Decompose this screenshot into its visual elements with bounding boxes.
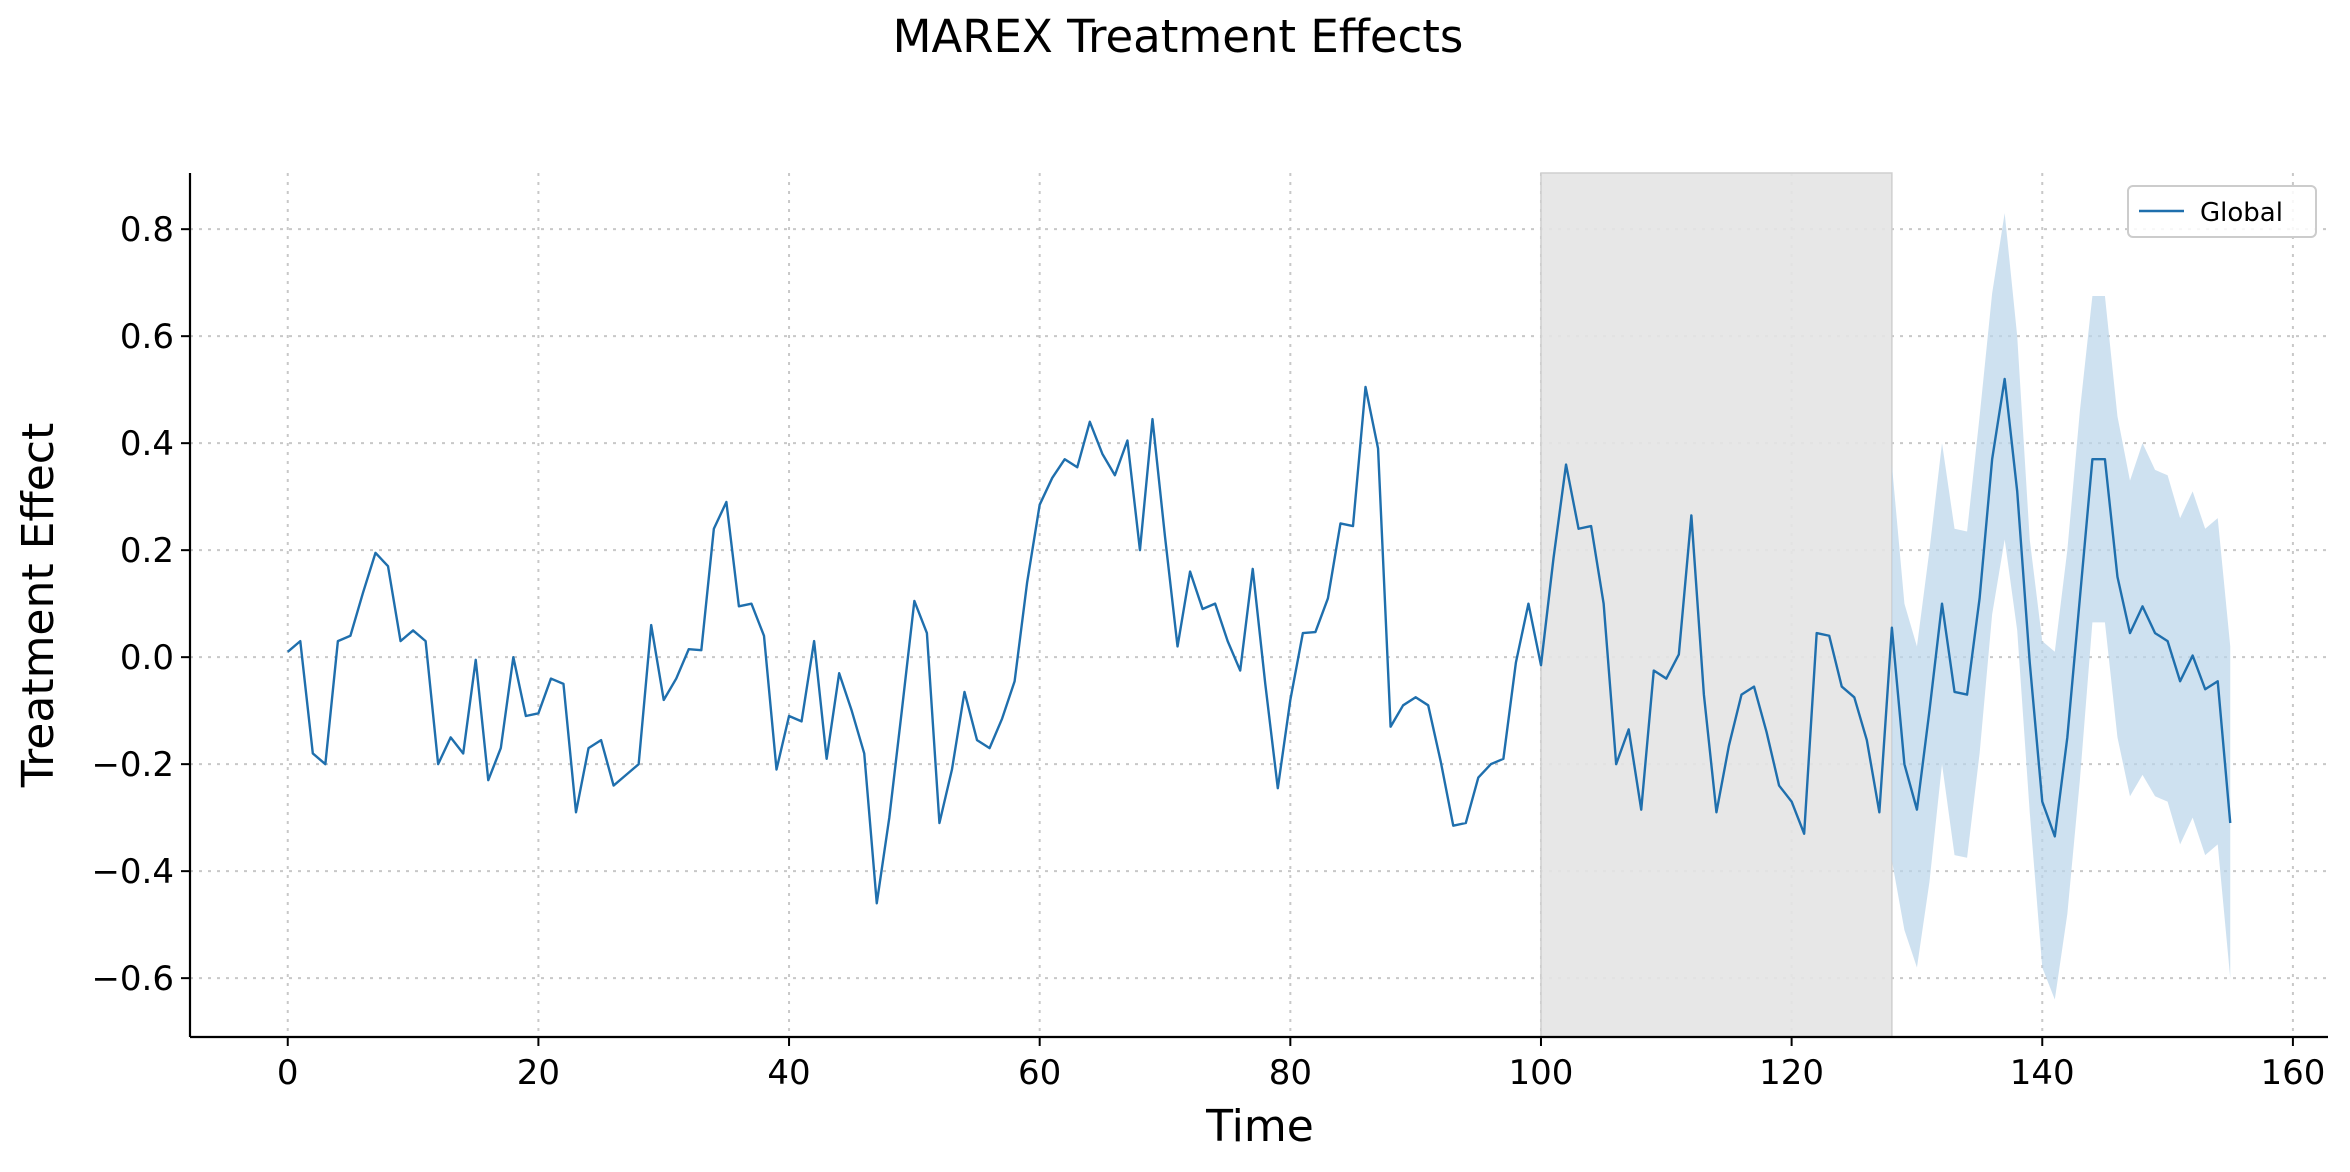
x-tick-label-0: 0 [277,1053,299,1093]
legend-box [2127,185,2317,238]
x-ticks: 0 20 40 60 80 100 120 140 160 [277,1037,2325,1093]
y-tick-label-0.8: 0.8 [120,210,174,250]
x-tick-label-80: 80 [1269,1053,1312,1093]
x-axis-title: Time [1205,1101,1314,1152]
y-axis-title: Treatment Effect [13,423,64,789]
x-tick-label-160: 160 [2260,1053,2325,1093]
y-tick-label--0.2: −0.2 [91,745,174,785]
x-tick-label-40: 40 [767,1053,810,1093]
x-tick-label-20: 20 [517,1053,560,1093]
legend: Global [2127,185,2317,238]
confidence-band-group [1891,213,2231,1000]
series-line-group [286,377,2232,905]
y-tick-label-0.4: 0.4 [120,424,174,464]
y-tick-label-0.2: 0.2 [120,531,174,571]
y-tick-label--0.6: −0.6 [91,959,174,999]
chart-title: MAREX Treatment Effects [893,10,1464,63]
series-line-global [286,377,2232,905]
x-tick-label-140: 140 [2010,1053,2075,1093]
y-ticks: −0.6 −0.4 −0.2 0.0 0.2 0.4 0.6 0.8 [91,210,190,999]
y-tick-label-0.6: 0.6 [120,317,174,357]
x-tick-label-100: 100 [1509,1053,1574,1093]
legend-label-global: Global [2200,198,2283,228]
confidence-band [1891,213,2231,1000]
y-tick-label-0: 0.0 [120,638,174,678]
x-tick-label-120: 120 [1759,1053,1824,1093]
axes [188,173,2328,1039]
x-tick-label-60: 60 [1018,1053,1061,1093]
shaded-region [1540,172,1893,1038]
y-tick-label--0.4: −0.4 [91,852,174,892]
shaded-region-group [1540,172,1893,1038]
